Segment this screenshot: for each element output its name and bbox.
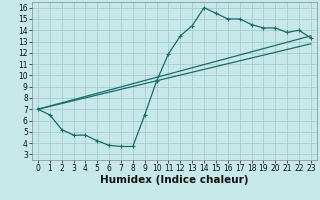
X-axis label: Humidex (Indice chaleur): Humidex (Indice chaleur)	[100, 175, 249, 185]
